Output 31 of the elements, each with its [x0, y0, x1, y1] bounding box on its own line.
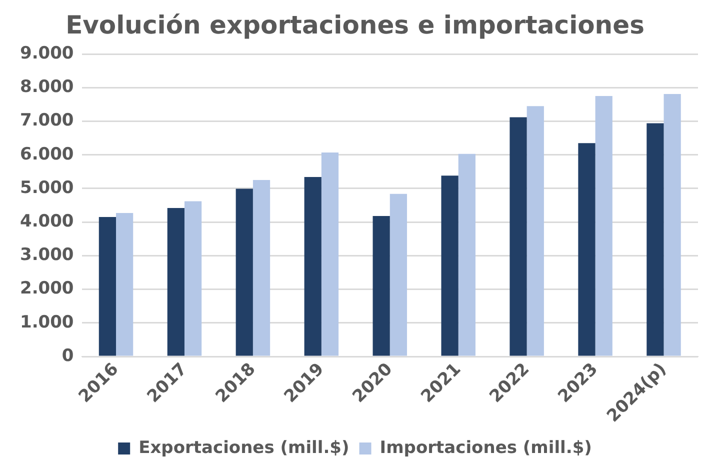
y-tick-label: 2.000	[20, 278, 74, 299]
bar	[646, 123, 664, 356]
y-tick-label: 6.000	[20, 144, 74, 164]
y-tick-label: 3.000	[20, 245, 74, 266]
y-tick-label: 8.000	[20, 77, 74, 98]
bar	[321, 152, 339, 356]
bar	[236, 188, 253, 356]
chart-title: Evolución exportaciones e importaciones	[66, 10, 644, 40]
bar	[441, 176, 458, 356]
y-tick-label: 1.000	[20, 312, 74, 332]
bar	[390, 194, 408, 356]
bar	[98, 217, 116, 356]
y-tick-label: 9.000	[20, 43, 74, 64]
bar	[252, 180, 270, 356]
y-tick-label: 7.000	[20, 110, 74, 131]
bar	[510, 117, 527, 356]
bar	[664, 94, 681, 356]
legend-label: Importaciones (mill.$)	[380, 438, 592, 458]
bar	[526, 106, 544, 356]
bar	[372, 216, 390, 356]
y-tick-label: 5.000	[20, 178, 74, 198]
bar	[167, 208, 184, 356]
bar	[595, 96, 612, 356]
bar	[116, 212, 134, 356]
bar	[458, 154, 476, 356]
y-tick-label: 4.000	[20, 211, 74, 232]
bar	[184, 201, 202, 356]
y-tick-label: 0	[62, 346, 74, 366]
bar	[304, 177, 322, 356]
legend-label: Exportaciones (mill.$)	[138, 438, 350, 458]
bar	[578, 143, 596, 356]
